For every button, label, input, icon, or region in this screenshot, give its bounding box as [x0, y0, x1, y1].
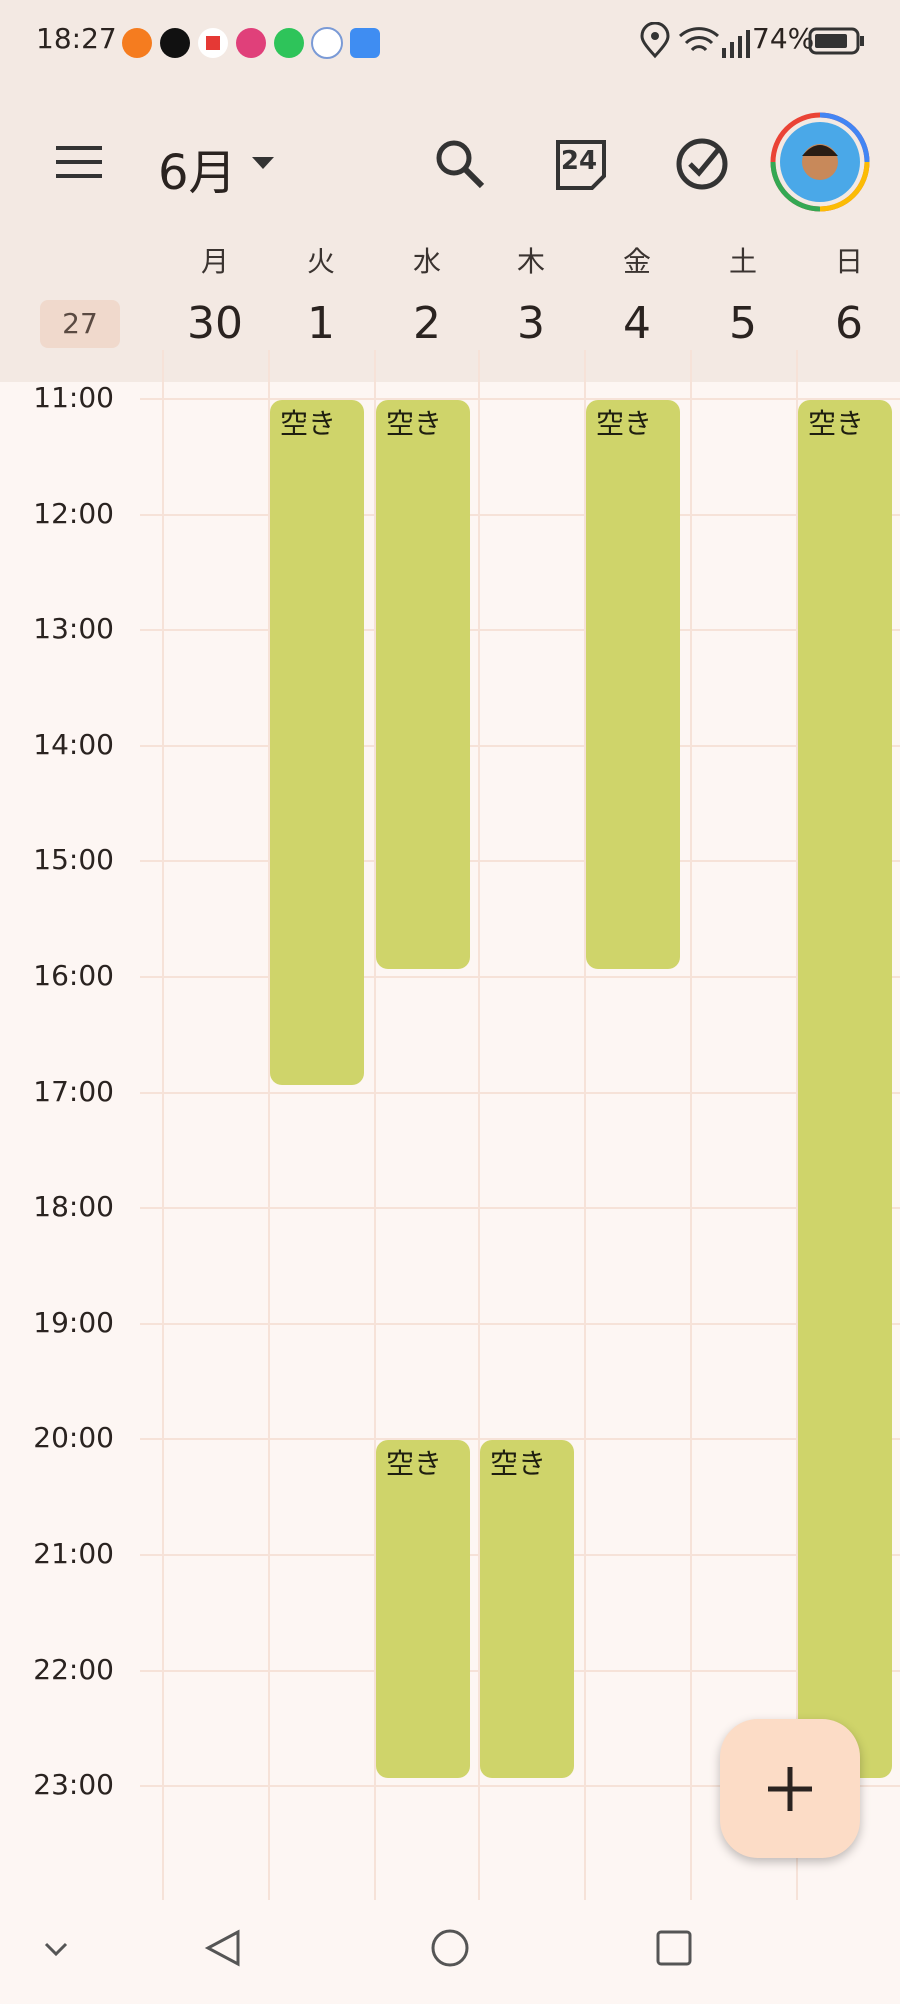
- status-icons: [122, 27, 380, 59]
- week-number: 27: [40, 300, 120, 348]
- status-battery: 74%: [752, 22, 815, 55]
- date-label[interactable]: 6: [835, 298, 863, 349]
- hour-label: 17:00: [33, 1074, 114, 1108]
- nav-icons: [44, 1929, 692, 1967]
- nav-back[interactable]: [204, 1929, 240, 1967]
- hour-line: [140, 629, 900, 632]
- calendar-grid: 11:00 12:00 13:00 14:00 15:00 16:00 17:00 18:00…: [33, 245, 900, 1900]
- date-label[interactable]: 3: [517, 298, 545, 349]
- hour-label: 16:00: [33, 959, 114, 992]
- event-block[interactable]: 空き: [376, 1440, 470, 1779]
- nav-recents[interactable]: [656, 1930, 692, 1966]
- today-button[interactable]: [554, 138, 608, 192]
- date-label[interactable]: 4: [623, 298, 651, 349]
- nav-collapse[interactable]: [44, 1942, 68, 1957]
- weekday-label: 金: [622, 245, 651, 278]
- hour-line: [140, 1207, 900, 1210]
- weekday-label: 土: [728, 245, 757, 278]
- create-event-button[interactable]: [720, 1719, 860, 1858]
- event-block[interactable]: 空き: [480, 1440, 574, 1779]
- date-label[interactable]: 30: [187, 298, 243, 349]
- column-line: [268, 350, 270, 1900]
- hour-label: 14:00: [33, 727, 114, 761]
- month-selector[interactable]: 6月: [158, 145, 237, 201]
- column-line: [374, 350, 376, 1900]
- hour-line: [140, 1438, 900, 1441]
- hour-line: [140, 398, 900, 400]
- today-date[interactable]: 24: [560, 146, 598, 176]
- tasks-button[interactable]: [674, 136, 730, 192]
- event-block[interactable]: 空き: [798, 400, 892, 1779]
- hour-line: [140, 744, 900, 747]
- month-dropdown-arrow[interactable]: [250, 155, 276, 171]
- weekday-label: 日: [834, 245, 863, 278]
- status-system-icons: [640, 22, 750, 59]
- hour-label: 20:00: [33, 1421, 114, 1455]
- event-block[interactable]: 空き: [270, 400, 364, 1085]
- weekday-label: 月: [200, 245, 229, 278]
- event-block[interactable]: 空き: [376, 400, 470, 969]
- column-line: [478, 350, 480, 1900]
- plus-icon[interactable]: [720, 1719, 860, 1858]
- hour-line: [140, 1322, 900, 1325]
- hour-line: [140, 976, 900, 978]
- search-button[interactable]: [434, 138, 486, 190]
- hour-label: 15:00: [33, 843, 114, 877]
- account-avatar[interactable]: [770, 112, 870, 212]
- weekday-label: 木: [516, 245, 545, 278]
- hour-label: 12:00: [33, 496, 114, 530]
- nav-home[interactable]: [431, 1929, 469, 1967]
- column-line: [690, 350, 692, 1900]
- hour-line: [140, 1785, 900, 1788]
- hour-label: 23:00: [33, 1768, 114, 1802]
- date-label[interactable]: 2: [413, 298, 441, 349]
- hour-label: 21:00: [33, 1537, 114, 1570]
- status-time: 18:27: [36, 22, 117, 55]
- hour-label: 11:00: [33, 381, 114, 414]
- hour-line: [140, 513, 900, 516]
- hour-line: [140, 860, 900, 863]
- battery-icon: [808, 27, 864, 55]
- header-bg: [0, 0, 900, 382]
- column-line: [584, 350, 586, 1900]
- column-line: [796, 350, 798, 1900]
- hour-line: [140, 1091, 900, 1094]
- weekday-label: 火: [306, 245, 335, 278]
- hour-label: 19:00: [33, 1305, 114, 1339]
- column-line: [162, 350, 164, 1900]
- weekday-label: 水: [412, 245, 441, 278]
- menu-button[interactable]: [54, 140, 106, 184]
- event-block[interactable]: 空き: [586, 400, 680, 969]
- hour-label: 13:00: [33, 612, 114, 646]
- date-label[interactable]: 1: [307, 298, 335, 349]
- nav-bar: [0, 1900, 900, 2000]
- hour-label: 18:00: [33, 1190, 114, 1224]
- date-label[interactable]: 5: [729, 298, 757, 349]
- hour-label: 22:00: [33, 1652, 114, 1686]
